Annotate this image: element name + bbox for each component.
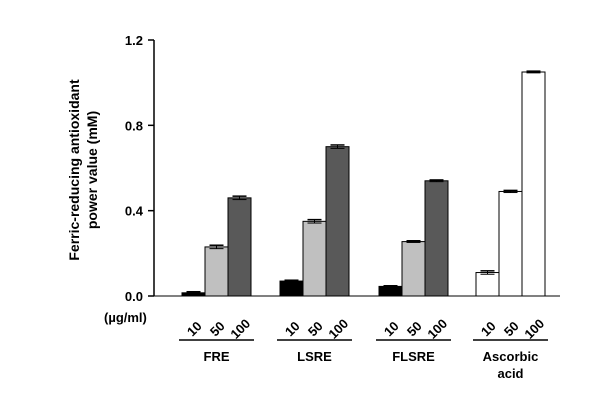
- concentration-label: 100: [424, 316, 450, 342]
- bar: [475, 272, 500, 297]
- concentration-label: 50: [207, 318, 228, 339]
- bars: [181, 70, 546, 297]
- concentration-label: 100: [325, 316, 351, 342]
- concentration-label: 100: [521, 316, 547, 342]
- group-label-line1: Ascorbic: [483, 349, 539, 364]
- bar: [302, 220, 327, 297]
- y-axis-title-line2: power value (mM): [84, 111, 100, 229]
- group-label: LSRE: [297, 349, 332, 364]
- concentration-label: 10: [282, 318, 303, 339]
- concentration-label: 50: [404, 318, 425, 339]
- y-tick-label: 1.2: [125, 33, 143, 48]
- bar: [325, 146, 350, 297]
- bar: [498, 190, 523, 297]
- group-label: FRE: [204, 349, 230, 364]
- y-axis: 0.0 0.4 0.8 1.2: [125, 33, 155, 304]
- group-label-line2: acid: [497, 366, 523, 381]
- bar: [279, 280, 304, 297]
- bar: [204, 246, 229, 297]
- y-tick-label: 0.4: [125, 204, 144, 219]
- bar: [227, 197, 252, 297]
- concentration-label: 50: [501, 318, 522, 339]
- bar: [424, 180, 449, 297]
- bar: [521, 71, 546, 297]
- group-label: FLSRE: [392, 349, 435, 364]
- concentration-label: 10: [381, 318, 402, 339]
- concentration-label: 100: [227, 316, 253, 342]
- concentration-label: 10: [478, 318, 499, 339]
- concentration-label: 50: [305, 318, 326, 339]
- concentration-label: 10: [184, 318, 205, 339]
- y-tick-label: 0.0: [125, 289, 143, 304]
- y-axis-title-line1: Ferric-reducing antioxidant: [66, 79, 82, 261]
- unit-label: (µg/ml): [104, 310, 147, 325]
- bar: [401, 241, 426, 297]
- bar: [378, 285, 403, 297]
- y-tick-label: 0.8: [125, 118, 143, 133]
- y-axis-title: Ferric-reducing antioxidant power value …: [66, 79, 100, 261]
